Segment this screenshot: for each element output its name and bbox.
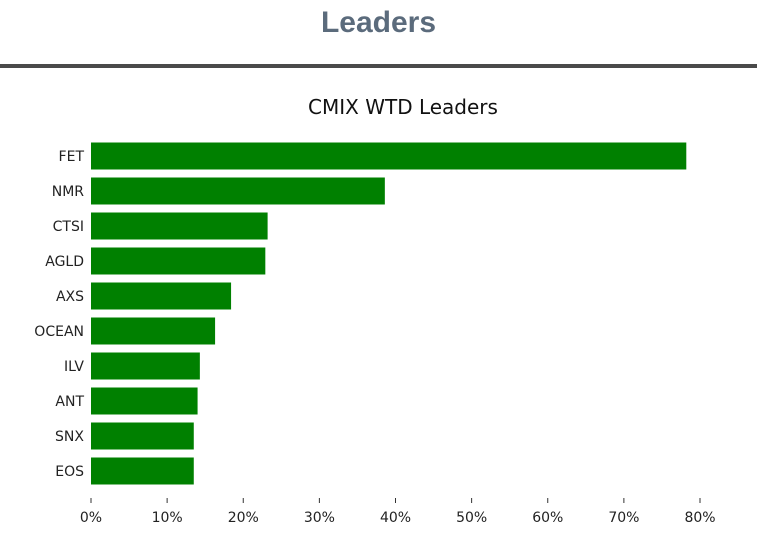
bar-snx <box>91 422 194 450</box>
header-divider <box>0 64 757 68</box>
leaders-bar-chart: CMIX WTD Leaders FET NMR CTSI AGLD AXS OCEAN I… <box>34 95 716 526</box>
x-tick-label: 80% <box>684 510 715 526</box>
bar-eos <box>91 457 194 485</box>
y-tick-label: AXS <box>56 289 84 305</box>
y-tick-label: AGLD <box>45 254 84 270</box>
chart-title: CMIX WTD Leaders <box>308 95 498 119</box>
bar-nmr <box>91 177 385 205</box>
x-tick-label: 30% <box>304 510 335 526</box>
bars-group <box>91 142 687 485</box>
y-tick-label: SNX <box>55 429 84 445</box>
x-tick-label: 0% <box>80 510 102 526</box>
y-axis-labels: FET NMR CTSI AGLD AXS OCEAN ILV ANT SNX EOS <box>34 149 84 480</box>
x-tick-label: 70% <box>608 510 639 526</box>
y-tick-label: OCEAN <box>34 324 84 340</box>
x-axis: 0% 10% 20% 30% 40% 50% 60% 70% 80% <box>80 498 716 526</box>
x-tick-label: 40% <box>380 510 411 526</box>
bar-ant <box>91 387 198 415</box>
chart-container: CMIX WTD Leaders FET NMR CTSI AGLD AXS OCEAN I… <box>0 68 757 544</box>
x-tick-label: 10% <box>152 510 183 526</box>
bar-fet <box>91 142 687 170</box>
page-header: Leaders <box>0 0 757 65</box>
page-title: Leaders <box>320 6 437 39</box>
bar-ilv <box>91 352 200 380</box>
y-tick-label: ILV <box>64 359 84 375</box>
y-tick-label: ANT <box>55 394 84 410</box>
bar-agld <box>91 247 266 275</box>
y-tick-label: FET <box>59 149 85 165</box>
x-tick-label: 50% <box>456 510 487 526</box>
bar-axs <box>91 282 232 310</box>
bar-ocean <box>91 317 216 345</box>
bar-ctsi <box>91 212 268 240</box>
y-tick-label: NMR <box>52 184 85 200</box>
y-tick-label: CTSI <box>53 219 84 235</box>
y-tick-label: EOS <box>55 464 84 480</box>
x-tick-label: 20% <box>228 510 259 526</box>
x-tick-label: 60% <box>532 510 563 526</box>
